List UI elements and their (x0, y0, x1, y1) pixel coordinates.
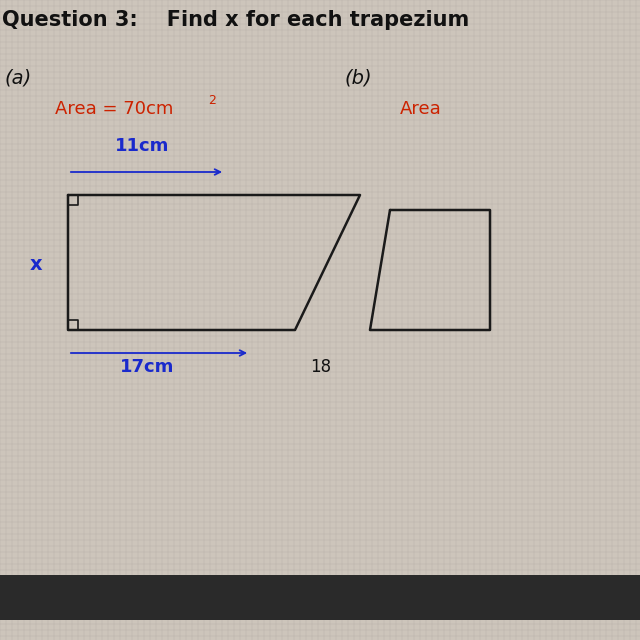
Text: x: x (30, 255, 43, 275)
Text: (b): (b) (345, 68, 372, 87)
Text: Area = 70cm: Area = 70cm (55, 100, 173, 118)
Text: 11cm: 11cm (115, 137, 170, 155)
Text: Area: Area (400, 100, 442, 118)
Text: 18: 18 (310, 358, 331, 376)
Text: 17cm: 17cm (120, 358, 174, 376)
Text: 2: 2 (208, 94, 216, 107)
Text: (a): (a) (5, 68, 32, 87)
Text: Question 3:    Find x for each trapezium: Question 3: Find x for each trapezium (2, 10, 469, 30)
Bar (0, 575, 640, 620)
